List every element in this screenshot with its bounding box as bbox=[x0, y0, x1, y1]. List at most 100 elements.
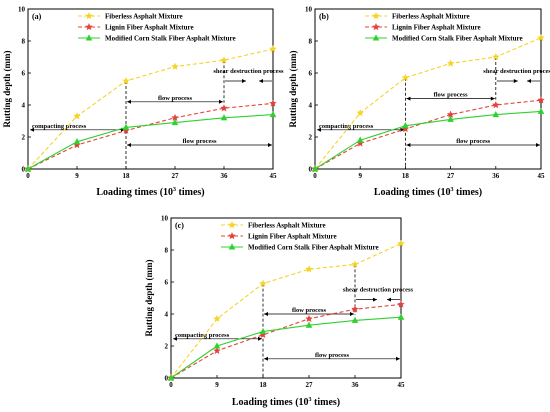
x-axis-title: Loading times (103 times) bbox=[232, 397, 340, 408]
series-line-corn bbox=[170, 316, 402, 379]
data-point-corn bbox=[537, 107, 545, 114]
data-point-corn bbox=[356, 136, 364, 143]
panel-label: (c) bbox=[175, 221, 184, 230]
panel-label: (b) bbox=[319, 12, 329, 21]
x-tick-label: 36 bbox=[492, 172, 500, 180]
x-tick-label: 9 bbox=[358, 172, 362, 180]
data-point-corn bbox=[305, 321, 313, 328]
flow-upper-arrow-head-left bbox=[406, 96, 411, 101]
x-tick-label: 27 bbox=[447, 172, 455, 180]
series-corn bbox=[24, 110, 277, 172]
legend-swatch-marker bbox=[372, 23, 380, 31]
compacting-arrow-head-right bbox=[258, 336, 262, 341]
panel-b: 0 9 18 27 36 45 0 2 4 6 8 10 Loading times (103 time… bbox=[288, 6, 550, 199]
data-point-fiberless bbox=[537, 33, 545, 42]
flow-upper-label: flow process bbox=[434, 92, 468, 99]
series-lignin bbox=[311, 96, 545, 173]
y-tick-label: 4 bbox=[309, 102, 313, 110]
x-tick-label: 18 bbox=[260, 381, 268, 389]
legend-swatch-marker bbox=[85, 12, 93, 20]
y-tick-label: 6 bbox=[22, 70, 26, 78]
data-point-corn bbox=[397, 313, 405, 320]
data-point-corn bbox=[447, 115, 454, 122]
series-corn bbox=[311, 107, 545, 172]
data-point-fiberless bbox=[259, 279, 267, 287]
data-point-fiberless bbox=[356, 109, 364, 117]
data-point-lignin bbox=[397, 300, 405, 308]
y-axis-title: Rutting depth (mm) bbox=[144, 259, 154, 336]
legend-swatch-marker bbox=[85, 23, 93, 31]
data-point-fiberless bbox=[397, 239, 405, 247]
data-point-fiberless bbox=[213, 314, 221, 323]
data-point-corn bbox=[213, 342, 221, 349]
data-point-corn bbox=[351, 316, 359, 323]
x-tick-label: 45 bbox=[270, 172, 278, 180]
legend-swatch-marker bbox=[228, 232, 236, 240]
legend-entry: Fiberless Asphalt Mixture bbox=[248, 222, 326, 230]
data-point-fiberless bbox=[171, 62, 179, 70]
legend-swatch-marker bbox=[228, 221, 236, 229]
data-point-lignin bbox=[537, 96, 545, 104]
compacting-label: compacting process bbox=[32, 123, 87, 130]
series-lignin bbox=[167, 300, 405, 382]
x-axis-title: Loading times (103 times) bbox=[96, 187, 204, 198]
data-point-corn bbox=[492, 110, 500, 118]
data-point-fiberless bbox=[220, 56, 228, 64]
compacting-arrow-head-left bbox=[317, 127, 321, 132]
flow-lower-arrow-head-left bbox=[406, 143, 411, 147]
y-tick-label: 2 bbox=[22, 134, 26, 142]
y-axis-title: Rutting depth (mm) bbox=[2, 50, 12, 127]
flow-upper-arrow-head-right bbox=[350, 312, 354, 316]
plot-frame bbox=[27, 8, 274, 170]
compacting-arrow-head-left bbox=[173, 336, 177, 341]
x-tick-label: 45 bbox=[398, 381, 406, 389]
data-point-fiberless bbox=[305, 265, 313, 273]
legend-entry: Modified Corn Stalk Fiber Asphalt Mixtur… bbox=[392, 35, 523, 43]
y-tick-label: 4 bbox=[165, 311, 169, 319]
series-line-fiberless bbox=[170, 243, 402, 379]
data-point-lignin bbox=[351, 305, 359, 313]
data-point-fiberless bbox=[446, 59, 455, 67]
series-line-corn bbox=[27, 114, 274, 170]
x-tick-label: 36 bbox=[221, 172, 229, 180]
legend-entry: Modified Corn Stalk Fiber Asphalt Mixtur… bbox=[248, 244, 379, 252]
x-tick-label: 9 bbox=[215, 381, 219, 389]
shear-arrow-a-head-right bbox=[513, 79, 518, 83]
flow-lower-label: flow process bbox=[315, 352, 349, 359]
y-tick-label: 6 bbox=[309, 70, 313, 78]
legend-entry: Lignin Fiber Asphalt Mixture bbox=[105, 24, 194, 32]
y-tick-label: 0 bbox=[165, 375, 169, 383]
series-line-lignin bbox=[27, 102, 274, 170]
compacting-arrow-head-right bbox=[400, 127, 405, 132]
legend-entry: Fiberless Asphalt Mixture bbox=[105, 13, 183, 21]
shear-label: shear destruction process bbox=[343, 287, 414, 294]
flow-lower-arrow-head-right bbox=[268, 143, 272, 147]
panel-c: 0 9 18 27 36 45 0 2 4 6 8 10 Loading times (103 time… bbox=[144, 215, 414, 409]
series-line-corn bbox=[314, 110, 542, 170]
data-point-lignin bbox=[220, 104, 228, 112]
x-tick-label: 0 bbox=[313, 172, 317, 180]
y-tick-label: 6 bbox=[165, 279, 169, 287]
series-line-lignin bbox=[170, 303, 402, 379]
series-fiberless bbox=[24, 45, 277, 173]
data-point-corn bbox=[402, 122, 409, 129]
y-axis-title: Rutting depth (mm) bbox=[288, 50, 298, 127]
data-point-lignin bbox=[213, 346, 221, 355]
data-point-corn bbox=[171, 118, 179, 126]
data-point-corn bbox=[269, 110, 277, 118]
flow-lower-arrow-head-left bbox=[264, 356, 268, 361]
flow-upper-arrow-head-right bbox=[219, 99, 223, 104]
panel-a: 0 9 18 27 36 45 0 2 4 6 8 10 Loading times (103 time… bbox=[2, 6, 284, 199]
x-tick-label: 0 bbox=[26, 172, 30, 180]
data-point-corn bbox=[24, 165, 32, 172]
series-line-fiberless bbox=[314, 37, 542, 170]
data-point-fiberless bbox=[122, 77, 130, 85]
y-tick-label: 4 bbox=[22, 102, 26, 110]
x-tick-label: 0 bbox=[169, 381, 173, 389]
compacting-label: compacting process bbox=[319, 123, 374, 130]
compacting-arrow-head-left bbox=[30, 127, 34, 132]
flow-upper-label: flow process bbox=[292, 307, 326, 314]
legend-swatch-marker bbox=[85, 34, 93, 41]
